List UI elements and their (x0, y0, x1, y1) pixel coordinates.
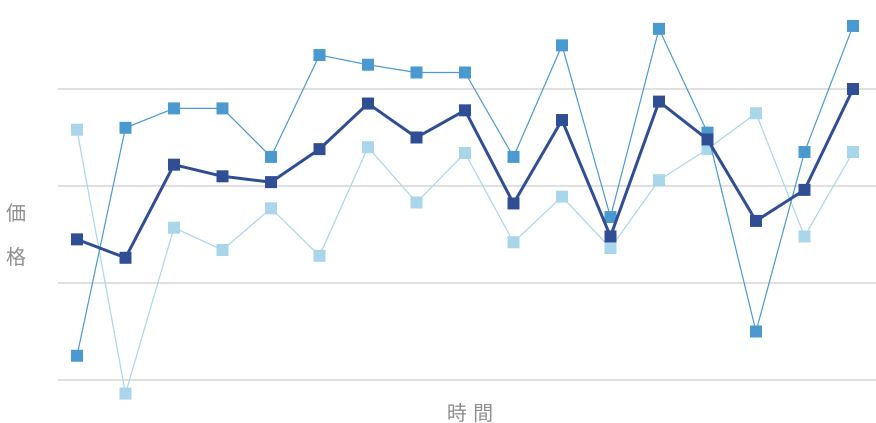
y-axis-label-char-2: 格 (6, 245, 26, 269)
series-1-point-7 (362, 58, 374, 71)
series-3-point-12 (604, 242, 617, 255)
series-3-point-5 (265, 202, 277, 215)
series-2-point-10 (507, 197, 520, 210)
series-2-point-2 (119, 251, 132, 264)
series-2-point-16 (798, 183, 811, 196)
series-3-point-8 (410, 196, 423, 209)
series-1-point-10 (507, 150, 520, 163)
series-1-point-5 (265, 150, 277, 163)
series-1 (71, 19, 859, 362)
series-2-point-3 (168, 158, 180, 171)
series-2-point-1 (71, 233, 83, 246)
gridlines (58, 88, 876, 381)
series-1-point-4 (216, 102, 229, 115)
series-2-point-17 (847, 83, 859, 95)
series-1-point-15 (750, 325, 762, 338)
series-3-point-7 (362, 141, 374, 154)
series-1-point-12 (604, 211, 617, 224)
series-3-point-10 (507, 236, 520, 249)
series-1-point-9 (459, 66, 471, 79)
series-1-point-8 (410, 66, 423, 79)
series-2-point-15 (750, 214, 762, 227)
series-2 (71, 83, 859, 264)
series-3-point-2 (119, 387, 132, 400)
series-3-point-9 (459, 147, 471, 160)
series-3-point-15 (750, 107, 762, 120)
series-3-point-1 (71, 123, 83, 136)
series-2-point-8 (410, 131, 423, 144)
y-axis-label-char-1: 価 (6, 201, 26, 225)
series-2-point-13 (653, 95, 665, 108)
series-1-point-2 (119, 121, 132, 134)
series-2-point-12 (604, 230, 617, 243)
series-1-point-1 (71, 349, 83, 362)
series-2-point-5 (265, 176, 277, 189)
series-1-point-13 (653, 22, 665, 35)
series-1-point-17 (847, 19, 859, 32)
series-1-point-6 (313, 49, 326, 62)
series-2-point-11 (556, 114, 568, 127)
series-2-point-4 (216, 170, 229, 183)
series-3-point-11 (556, 190, 568, 203)
series-1-point-16 (798, 146, 811, 159)
series-1-point-14 (701, 126, 714, 139)
series-3-point-13 (653, 174, 665, 187)
series-3 (71, 107, 859, 400)
series-2-point-9 (459, 104, 471, 117)
series-1-point-3 (168, 102, 180, 115)
series-layer (71, 19, 859, 400)
x-axis-label: 時 間 (447, 401, 493, 423)
series-2-point-14 (701, 133, 714, 146)
series-3-point-17 (847, 146, 859, 159)
series-3-point-4 (216, 244, 229, 257)
series-2-point-7 (362, 97, 374, 110)
series-3-point-16 (798, 230, 811, 243)
series-2-point-6 (313, 143, 326, 156)
series-3-point-3 (168, 221, 180, 234)
series-1-point-11 (556, 39, 568, 52)
series-3-point-6 (313, 249, 326, 262)
